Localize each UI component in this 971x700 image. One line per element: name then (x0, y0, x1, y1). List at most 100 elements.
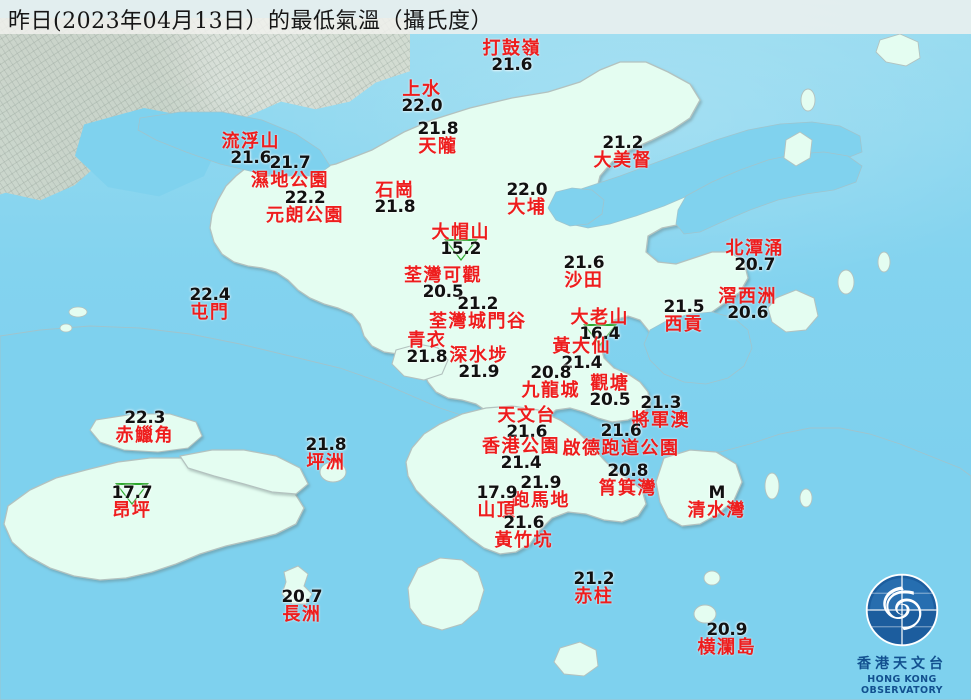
station-label: 20.9 横瀾島 (697, 620, 757, 659)
station-label: 深水埗 21.9 (450, 346, 509, 382)
station-label: 21.8 坪洲 (306, 436, 347, 474)
station-label: M 清水灣 (687, 484, 747, 522)
station-value: 21.2 (602, 133, 644, 153)
station-value-with-marker: 17.7 (111, 483, 153, 503)
hong-kong-island (405, 405, 647, 555)
hko-name-chinese: 香港天文台 (857, 656, 947, 672)
station-label: 21.3 將軍澳 (631, 394, 691, 432)
station-label: 21.7 濕地公園 (251, 153, 329, 192)
station-name: 流浮山 (221, 130, 280, 152)
station-value: 20.6 (727, 302, 769, 323)
station-label: 20.8 筲箕灣 (599, 461, 658, 499)
station-value-with-marker: 16.4 (571, 325, 630, 343)
station-value: 21.7 (269, 153, 311, 173)
station-name: 荃灣可觀 (404, 264, 482, 286)
islet-w-b (59, 323, 73, 333)
deep-bay (137, 111, 331, 177)
station-name: 黃竹坑 (494, 530, 553, 552)
station-name: 大美督 (593, 150, 652, 172)
station-name: 西貢 (664, 314, 704, 336)
station-value: 21.2 (457, 294, 499, 314)
station-name: 濕地公園 (251, 170, 329, 192)
station-value: 21.6 (491, 54, 533, 75)
islet-ne-c (875, 33, 921, 67)
station-label: 大老山 16.4 (571, 308, 630, 344)
station-name: 將軍澳 (631, 410, 690, 432)
chek-lap-kok-airport (89, 413, 203, 453)
station-name: 啟德跑道公園 (562, 438, 680, 460)
station-label: 香港公園 21.4 (482, 437, 560, 473)
peng-chau-island (319, 461, 347, 483)
sai-kung-outer-islands (767, 289, 819, 333)
station-name: 坪洲 (306, 452, 346, 474)
station-label: 觀塘 20.5 (589, 372, 631, 410)
islet-ne-a (800, 88, 816, 112)
station-label: 滘西洲 20.6 (719, 287, 778, 323)
station-name: 大帽山 (431, 221, 490, 243)
station-label: 17.9 山頂 (476, 483, 518, 522)
station-label: 21.9 跑馬地 (511, 474, 571, 512)
station-name: 大埔 (507, 197, 547, 219)
station-label: 21.2 荃灣城門谷 (429, 294, 527, 332)
station-value: 20.8 (530, 363, 572, 383)
station-name: 上水 (402, 78, 442, 100)
station-label: 石崗 21.8 (375, 179, 416, 217)
station-name: 長洲 (282, 604, 322, 626)
tolo-channel-branch (675, 151, 863, 235)
station-label: 青衣 21.8 (406, 331, 448, 367)
station-name: 赤鱲角 (115, 425, 174, 447)
station-name: 沙田 (564, 270, 604, 292)
title-band (0, 0, 971, 34)
station-name: 觀塘 (590, 372, 630, 394)
station-value: 20.5 (589, 389, 631, 410)
station-label: 21.6 啟德跑道公園 (562, 421, 680, 460)
station-value: 21.6 (506, 421, 548, 442)
station-name: 山頂 (477, 500, 517, 522)
cheung-chau-island (281, 565, 313, 605)
station-label: 22.3 赤鱲角 (115, 409, 175, 447)
station-value: 22.4 (189, 285, 231, 305)
station-value: 20.5 (422, 281, 464, 302)
station-value: 17.9 (476, 483, 518, 503)
station-value: 20.9 (706, 620, 748, 640)
station-label: 21.8 天隴 (418, 120, 459, 157)
station-name: 北潭涌 (725, 237, 784, 259)
station-label: 北潭涌 20.7 (725, 237, 785, 275)
lantau-island (3, 457, 305, 581)
station-name: 石崗 (375, 179, 415, 201)
station-value: 20.8 (607, 461, 649, 481)
station-name: 横瀾島 (697, 637, 756, 659)
lamma-island (407, 557, 485, 631)
station-label: 22.4 屯門 (189, 285, 231, 324)
station-label: 上水 22.0 (402, 78, 443, 116)
station-label: 流浮山 21.6 (221, 130, 281, 168)
station-name: 屯門 (190, 302, 230, 324)
station-value: 21.2 (573, 569, 615, 589)
station-label: 20.7 長洲 (282, 588, 323, 626)
station-label: 21.2 大美督 (593, 133, 653, 172)
station-name: 跑馬地 (511, 490, 570, 512)
station-label: 21.2 赤柱 (573, 569, 615, 607)
station-label: 打鼓嶺 21.6 (482, 37, 542, 75)
station-label: 20.8 九龍城 (522, 363, 581, 401)
station-value: 21.6 (563, 253, 605, 273)
station-value: 21.6 (600, 421, 642, 441)
station-name: 清水灣 (687, 500, 746, 522)
station-label: 荃灣可觀 20.5 (404, 264, 482, 302)
station-label: 黃大仙 21.4 (553, 337, 612, 373)
station-value: 21.8 (406, 346, 448, 367)
page-title: 昨日(2023年04月13日）的最低氣溫（攝氏度） (8, 9, 494, 34)
station-label: 21.6 黃竹坑 (494, 514, 554, 552)
station-value-with-marker: 15.2 (432, 240, 491, 258)
hko-logo: 香港天文台 HONG KONG OBSERVATORY (841, 568, 963, 696)
station-name: 打鼓嶺 (482, 37, 541, 59)
station-value: 21.4 (561, 352, 603, 373)
station-label: 22.0 大埔 (507, 181, 548, 219)
small-island-a (703, 570, 721, 586)
islet-b (764, 472, 780, 500)
islet-se-b (877, 251, 891, 273)
station-label: 21.6 沙田 (563, 253, 605, 292)
waglan-island (693, 604, 717, 624)
station-value: 21.6 (230, 147, 272, 168)
